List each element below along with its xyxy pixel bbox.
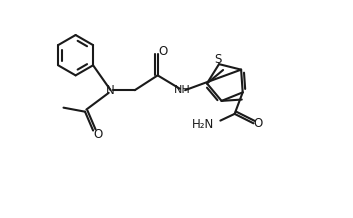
Text: O: O	[93, 128, 103, 141]
Text: O: O	[254, 117, 263, 130]
Text: N: N	[106, 84, 115, 97]
Text: O: O	[158, 45, 168, 58]
Text: NH: NH	[174, 85, 190, 95]
Text: H₂N: H₂N	[192, 118, 215, 131]
Text: S: S	[214, 53, 221, 66]
